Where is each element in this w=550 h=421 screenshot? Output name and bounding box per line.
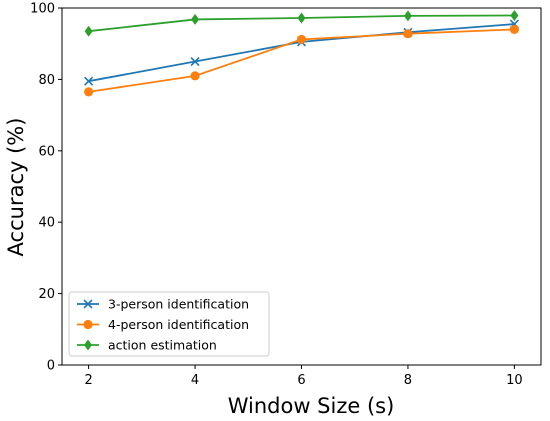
legend-marker <box>84 339 92 351</box>
x-tick-label: 2 <box>84 373 92 388</box>
x-tick-label: 4 <box>191 373 199 388</box>
legend: 3-person identification 4-person identifi… <box>68 291 270 357</box>
data-point <box>84 87 94 97</box>
legend-item-2: 4-person identification <box>77 317 249 332</box>
legend-label: 4-person identification <box>108 317 249 332</box>
legend-label: action estimation <box>108 338 217 353</box>
legend-marker <box>83 319 93 330</box>
marker-stroke <box>84 76 94 86</box>
series-layer <box>84 9 519 97</box>
data-point <box>510 9 519 21</box>
data-point <box>84 76 94 86</box>
y-tick-label: 60 <box>38 144 55 159</box>
marker-stroke <box>83 299 93 309</box>
data-point <box>403 29 413 39</box>
data-point <box>191 13 200 25</box>
legend-box <box>68 291 270 357</box>
legend-label: 3-person identification <box>108 297 249 312</box>
y-tick-label: 80 <box>38 73 55 88</box>
y-tick-label: 100 <box>30 2 55 17</box>
x-tick-label: 8 <box>404 373 412 388</box>
data-point <box>84 25 93 37</box>
data-point <box>190 71 200 81</box>
data-point <box>509 24 519 35</box>
series-2 <box>84 24 519 97</box>
series-3 <box>84 9 519 37</box>
data-point <box>403 10 412 22</box>
x-axis-title: Window Size (s) <box>228 394 395 418</box>
data-point <box>297 12 306 24</box>
x-tick-label: 10 <box>506 373 523 388</box>
marker-stroke <box>190 56 200 67</box>
y-tick-label: 0 <box>47 359 55 374</box>
x-tick-label: 6 <box>297 373 305 388</box>
legend-item-3: action estimation <box>77 338 217 353</box>
y-axis-title: Accuracy (%) <box>4 118 28 257</box>
y-tick-label: 20 <box>38 287 55 302</box>
legend-marker <box>83 299 93 309</box>
data-point <box>190 56 200 67</box>
y-tick-label: 40 <box>38 216 55 231</box>
data-point <box>296 34 307 45</box>
legend-item-1: 3-person identification <box>77 297 249 312</box>
